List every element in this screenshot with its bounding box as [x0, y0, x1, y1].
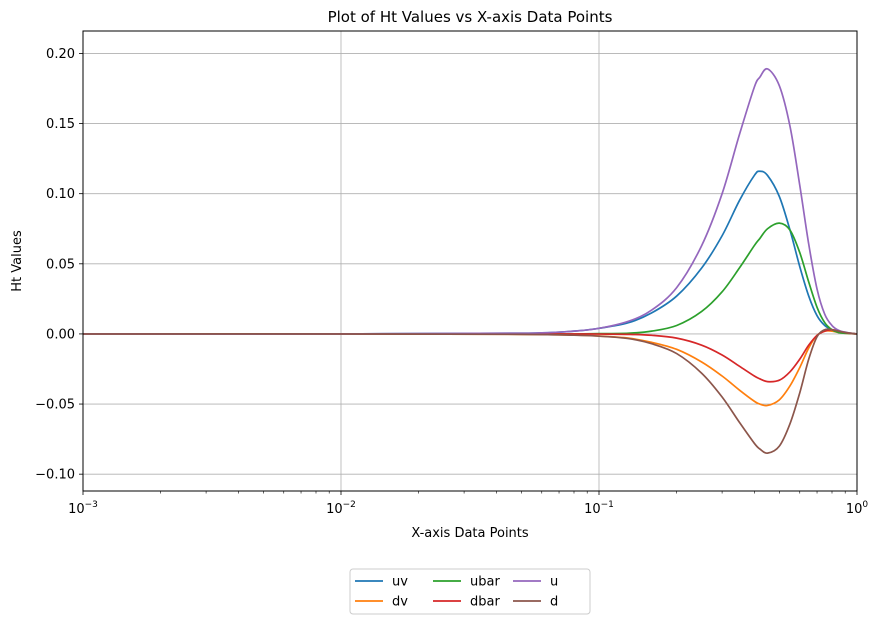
x-tick-exponent: 0 — [862, 500, 868, 510]
x-tick-base: 10 — [846, 502, 863, 517]
x-tick-base: 10 — [584, 502, 601, 517]
legend-label-u: u — [550, 575, 558, 590]
chart-title: Plot of Ht Values vs X-axis Data Points — [328, 8, 613, 26]
x-tick-label: 10−2 — [326, 500, 356, 517]
legend-label-d: d — [550, 595, 558, 610]
plot-frame — [82, 30, 858, 492]
grid-lines — [82, 31, 858, 491]
legend: uv dv ubar dbar ud — [349, 568, 591, 615]
y-tick-label: 0.20 — [46, 47, 75, 62]
x-axis-label: X-axis Data Points — [411, 526, 529, 541]
series-line-u — [82, 67, 858, 335]
x-tick-label: 10−3 — [68, 500, 98, 517]
y-tick-label: 0.00 — [46, 327, 75, 342]
legend-label-uv: uv — [392, 575, 408, 590]
series-line-uv — [82, 170, 858, 335]
x-tick-exponent: −2 — [343, 500, 356, 510]
x-tick-base: 10 — [326, 502, 343, 517]
series-line-ubar — [83, 222, 858, 335]
x-tick-exponent: −1 — [601, 500, 614, 510]
y-tick-label: 0.10 — [46, 187, 75, 202]
x-tick-label: 100 — [846, 500, 869, 517]
y-axis-label: Ht Values — [10, 230, 25, 292]
x-tick-base: 10 — [68, 502, 85, 517]
x-tick-exponent: −3 — [85, 500, 98, 510]
y-tick-label: 0.15 — [46, 117, 75, 132]
x-tick-label: 10−1 — [584, 500, 614, 517]
legend-label-ubar: ubar — [470, 575, 500, 590]
y-tick-label: −0.05 — [35, 398, 75, 413]
series-lines — [82, 67, 858, 455]
y-tick-label: −0.10 — [35, 468, 75, 483]
y-tick-label: 0.05 — [46, 257, 75, 272]
series-line-d — [82, 328, 858, 455]
legend-label-dbar: dbar — [470, 595, 500, 610]
legend-label-dv: dv — [392, 595, 408, 610]
series-line-dbar — [83, 328, 858, 383]
